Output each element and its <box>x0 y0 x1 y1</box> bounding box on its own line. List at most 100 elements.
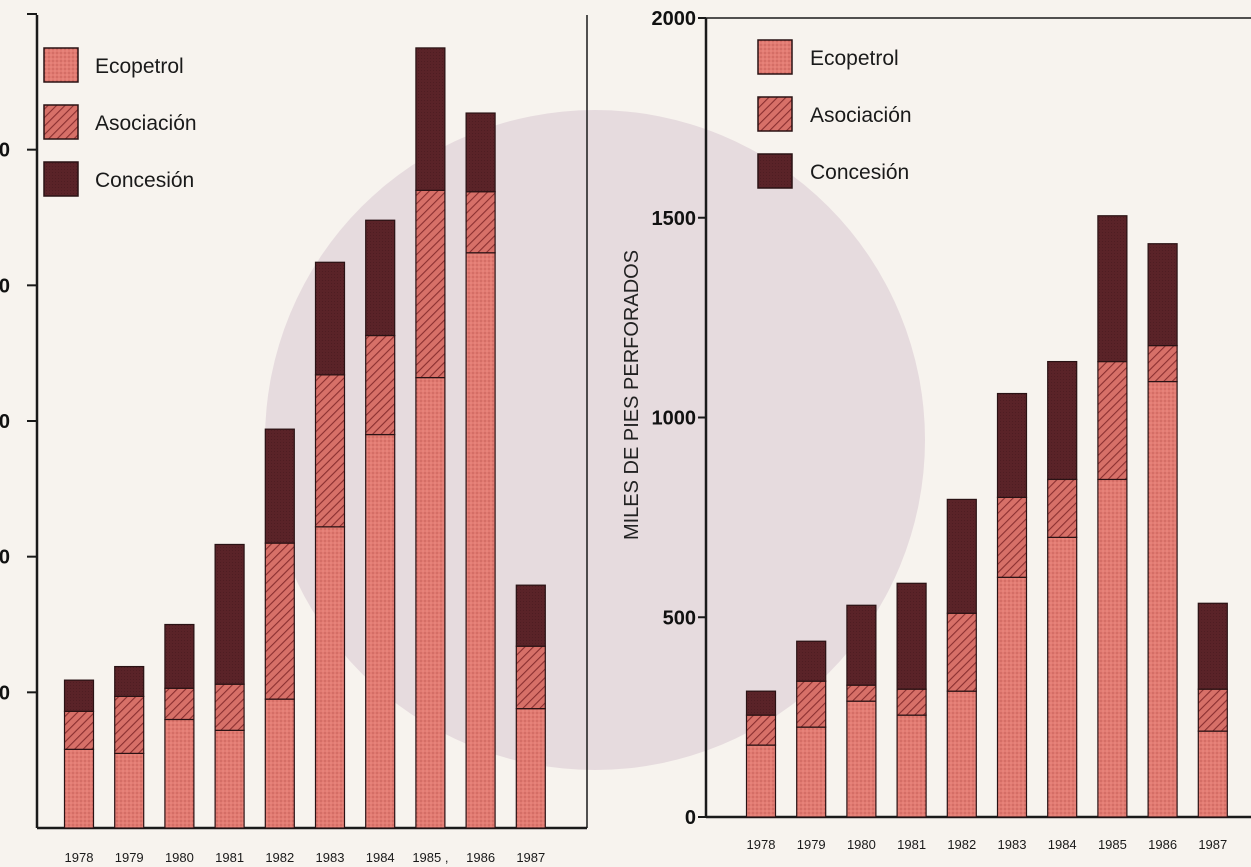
bar-segment-ecopetrol-1986 <box>465 252 496 829</box>
bar-segment-asociacion-1980 <box>164 687 195 721</box>
bar-segment-asociacion-1986 <box>465 191 496 254</box>
bar-segment-ecopetrol-1987 <box>1197 730 1228 818</box>
bar-segment-ecopetrol-1979 <box>796 726 827 818</box>
left-y-ticks: 0 0 0 0 0 <box>0 13 37 704</box>
right-bars <box>745 215 1228 818</box>
bar-segment-asociacion-1978 <box>745 714 777 746</box>
x-tick-label: 1987 <box>1198 837 1227 852</box>
bar-segment-concesion-1979 <box>114 665 145 698</box>
bar-segment-asociacion-1985 <box>1097 360 1128 481</box>
legend-label-concesion: Concesión <box>810 161 909 184</box>
bar-segment-concesion-1986 <box>1147 243 1178 347</box>
bar-segment-ecopetrol-1983 <box>314 526 346 829</box>
x-tick-label: 1987 <box>516 850 545 865</box>
right-x-tick-labels: 1978 1979 1980 1981 1982 1983 1984 1985 1986 1987 <box>747 837 1228 852</box>
left-bars <box>63 47 546 829</box>
bar-segment-concesion-1986 <box>465 112 496 193</box>
bar-segment-concesion-1984 <box>1047 360 1078 481</box>
legend-swatch-asociacion <box>757 96 793 132</box>
bar-segment-asociacion-1981 <box>214 683 245 731</box>
bar-segment-ecopetrol-1987 <box>515 708 546 829</box>
x-tick-label: 1980 <box>847 837 876 852</box>
legend-swatch-concesion <box>757 153 793 189</box>
bar-segment-concesion-1985 <box>415 47 446 191</box>
legend-swatch-ecopetrol <box>43 47 79 83</box>
bar-segment-ecopetrol-1980 <box>846 700 877 818</box>
legend-label-ecopetrol: Ecopetrol <box>810 47 899 70</box>
x-tick-label: 1983 <box>316 850 345 865</box>
bar-segment-asociacion-1982 <box>264 542 295 700</box>
bar-segment-asociacion-1983 <box>996 496 1028 578</box>
legend-label-asociacion: Asociación <box>95 112 197 135</box>
bar-segment-concesion-1981 <box>214 543 245 685</box>
x-tick-label: 1985 , <box>412 850 448 865</box>
y-tick-label: 0 <box>685 807 696 829</box>
bar-segment-concesion-1987 <box>515 584 546 647</box>
bar-segment-concesion-1983 <box>996 392 1028 499</box>
x-tick-label: 1984 <box>1048 837 1077 852</box>
bar-segment-concesion-1982 <box>946 498 977 614</box>
y-tick-label: 1000 <box>652 408 697 430</box>
bar-segment-asociacion-1982 <box>946 612 977 692</box>
right-y-axis-label: MILES DE PIES PERFORADOS <box>621 250 643 540</box>
legend-swatch-asociacion <box>43 104 79 140</box>
bar-segment-asociacion-1980 <box>846 684 877 702</box>
bar-segment-ecopetrol-1982 <box>946 690 977 818</box>
bar-segment-ecopetrol-1986 <box>1147 380 1178 818</box>
x-tick-label: 1978 <box>747 837 776 852</box>
bar-segment-asociacion-1983 <box>314 374 346 528</box>
bar-segment-asociacion-1978 <box>63 710 95 750</box>
x-tick-label: 1986 <box>466 850 495 865</box>
bar-segment-asociacion-1987 <box>1197 688 1228 732</box>
bar-segment-asociacion-1987 <box>515 645 546 710</box>
bar-segment-concesion-1985 <box>1097 215 1128 363</box>
bar-segment-asociacion-1984 <box>365 334 396 436</box>
x-tick-label: 1983 <box>998 837 1027 852</box>
legend-label-concesion: Concesión <box>95 169 194 192</box>
chart-left: 0 0 0 0 0 1978 1979 1980 1981 1982 1983 1984 1985 ,… <box>0 13 588 865</box>
y-tick-label: 0 <box>0 140 10 162</box>
x-tick-label: 1978 <box>65 850 94 865</box>
left-legend: Ecopetrol Asociación Concesión <box>43 47 197 197</box>
bar-segment-concesion-1980 <box>846 604 877 686</box>
x-tick-label: 1981 <box>897 837 926 852</box>
bar-segment-asociacion-1979 <box>796 680 827 728</box>
bar-segment-ecopetrol-1978 <box>63 748 95 829</box>
chart-right: MILES DE PIES PERFORADOS 0 500 1000 1500 200… <box>621 8 1251 852</box>
x-tick-label: 1982 <box>265 850 294 865</box>
bar-segment-asociacion-1985 <box>415 189 446 379</box>
x-tick-label: 1984 <box>366 850 395 865</box>
x-tick-label: 1982 <box>947 837 976 852</box>
bar-segment-asociacion-1984 <box>1047 478 1078 538</box>
bar-segment-ecopetrol-1983 <box>996 576 1028 818</box>
legend-label-ecopetrol: Ecopetrol <box>95 55 184 78</box>
bar-segment-concesion-1984 <box>365 219 396 337</box>
x-tick-label: 1986 <box>1148 837 1177 852</box>
bar-segment-concesion-1980 <box>164 623 195 689</box>
bar-segment-concesion-1982 <box>264 428 295 544</box>
bar-segment-concesion-1978 <box>745 690 777 716</box>
right-y-ticks: 0 500 1000 1500 2000 <box>652 8 706 829</box>
y-tick-label: 0 <box>0 682 10 704</box>
bar-segment-ecopetrol-1979 <box>114 752 145 829</box>
bar-segment-ecopetrol-1981 <box>896 714 927 818</box>
x-tick-label: 1981 <box>215 850 244 865</box>
left-x-tick-labels: 1978 1979 1980 1981 1982 1983 1984 1985 , 1986 19… <box>65 850 546 865</box>
bar-segment-concesion-1987 <box>1197 602 1228 690</box>
x-tick-label: 1985 <box>1098 837 1127 852</box>
x-tick-label: 1979 <box>115 850 144 865</box>
y-tick-label: 0 <box>0 547 10 569</box>
bar-segment-concesion-1979 <box>796 640 827 682</box>
legend-swatch-concesion <box>43 161 79 197</box>
y-tick-label: 2000 <box>652 8 697 30</box>
y-tick-label: 500 <box>663 607 696 629</box>
legend-label-asociacion: Asociación <box>810 104 912 127</box>
bar-segment-concesion-1981 <box>896 582 927 690</box>
legend-swatch-ecopetrol <box>757 39 793 75</box>
x-tick-label: 1979 <box>797 837 826 852</box>
bar-segment-asociacion-1979 <box>114 695 145 754</box>
right-legend: Ecopetrol Asociación Concesión <box>757 39 912 189</box>
bar-segment-ecopetrol-1985 <box>1097 478 1128 818</box>
bar-segment-ecopetrol-1980 <box>164 718 195 829</box>
